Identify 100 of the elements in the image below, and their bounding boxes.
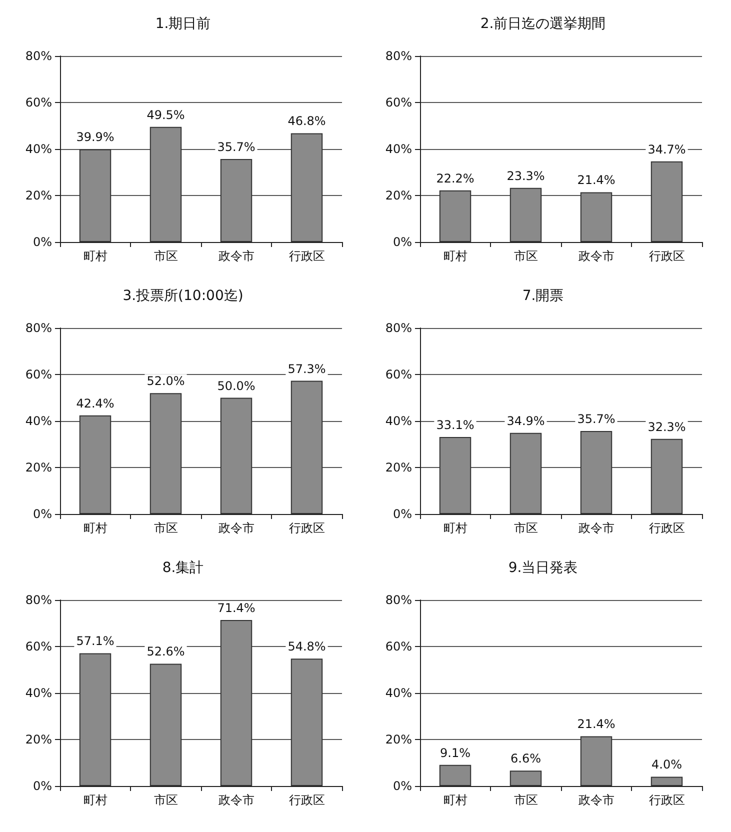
x-tick-label: 市区 [514,249,538,263]
y-tick-label: 80% [385,321,412,335]
x-tick-label: 行政区 [648,249,685,263]
y-tick-label: 20% [385,460,412,474]
data-label: 52.0% [146,374,185,388]
x-tick-label: 政令市 [578,793,614,807]
data-label: 33.1% [436,418,474,432]
bar [580,736,612,786]
y-tick-label: 40% [385,414,412,428]
bar [650,161,683,242]
x-tick-label: 政令市 [218,793,254,807]
x-tick-label: 行政区 [288,793,325,807]
bar [220,159,252,242]
bar [439,437,472,514]
x-tick-label: 行政区 [288,521,325,535]
data-label: 71.4% [217,600,256,615]
y-tick-label: 20% [25,732,52,746]
x-tick-label: 行政区 [648,793,685,807]
data-label: 42.4% [76,396,114,410]
data-label: 46.8% [288,114,326,128]
data-label: 9.1% [440,746,470,760]
y-tick-label: 0% [392,235,412,249]
data-label: 34.7% [648,142,686,156]
chart-title: 9.当日発表 [508,560,578,576]
x-tick-label: 市区 [154,793,178,807]
x-tick-label: 町村 [443,793,468,807]
x-tick-label: 政令市 [578,521,614,535]
chart-title: 7.開票 [522,288,564,304]
y-tick-label: 60% [25,368,52,382]
y-tick-label: 60% [385,96,412,110]
x-tick-label: 行政区 [288,249,325,263]
y-tick-label: 0% [32,235,52,249]
bar [439,764,472,786]
data-label: 21.4% [577,717,616,732]
y-tick-label: 80% [385,49,412,63]
y-tick-label: 60% [25,96,52,110]
y-tick-label: 0% [392,779,412,793]
y-tick-label: 80% [25,321,52,335]
bar [79,415,112,514]
y-tick-label: 80% [385,593,412,607]
chart-title: 1.期日前 [155,16,211,32]
y-tick-label: 80% [25,49,52,63]
bar [290,658,323,786]
data-label: 4.0% [652,758,682,772]
x-tick-label: 市区 [514,521,538,535]
x-tick-label: 町村 [443,521,468,535]
y-tick-label: 40% [385,142,412,156]
bar [510,432,542,514]
x-tick-label: 市区 [514,793,538,807]
data-label: 21.4% [577,173,616,188]
data-label: 32.3% [648,420,686,434]
x-tick-label: 政令市 [218,249,254,263]
data-label: 6.6% [510,752,541,766]
y-tick-label: 20% [25,460,52,474]
data-label: 23.3% [506,168,545,183]
data-label: 52.6% [146,644,185,659]
y-tick-label: 60% [385,368,412,382]
data-label: 39.9% [76,130,114,144]
bar [150,664,182,786]
y-tick-label: 40% [25,414,52,428]
data-label: 34.9% [506,414,545,428]
bar [650,776,683,786]
bar [650,438,683,514]
bar [220,398,252,514]
y-tick-label: 60% [25,640,52,654]
y-tick-label: 0% [32,507,52,521]
chart-title: 3.投票所(10:00迄) [122,288,244,304]
data-label: 35.7% [217,140,256,154]
y-tick-label: 80% [25,593,52,607]
y-tick-label: 40% [385,686,412,700]
x-tick-label: 町村 [83,793,108,807]
x-tick-label: 政令市 [578,249,614,263]
x-tick-label: 行政区 [648,521,685,535]
y-tick-label: 0% [32,779,52,793]
bar [220,620,252,786]
bar [510,770,542,786]
data-label: 49.5% [146,108,185,122]
data-label: 54.8% [288,640,326,654]
data-label: 50.0% [217,378,256,393]
y-tick-label: 20% [25,188,52,202]
x-tick-label: 政令市 [218,521,254,535]
x-tick-label: 市区 [154,521,178,535]
x-tick-label: 市区 [154,249,178,263]
y-tick-label: 0% [392,507,412,521]
y-tick-label: 20% [385,732,412,746]
chart-title: 2.前日迄の選挙期間 [480,16,606,32]
y-tick-label: 20% [385,188,412,202]
bar [150,393,182,514]
y-tick-label: 60% [385,640,412,654]
data-label: 57.3% [288,362,326,376]
bar [290,380,323,514]
x-tick-label: 町村 [443,249,468,263]
data-label: 57.1% [76,634,114,648]
chart-title: 8.集計 [162,560,204,576]
bar [290,133,323,242]
x-tick-label: 町村 [83,249,108,263]
bar [510,188,542,242]
bar [439,190,472,242]
data-label: 35.7% [577,412,616,426]
bar [150,126,182,242]
